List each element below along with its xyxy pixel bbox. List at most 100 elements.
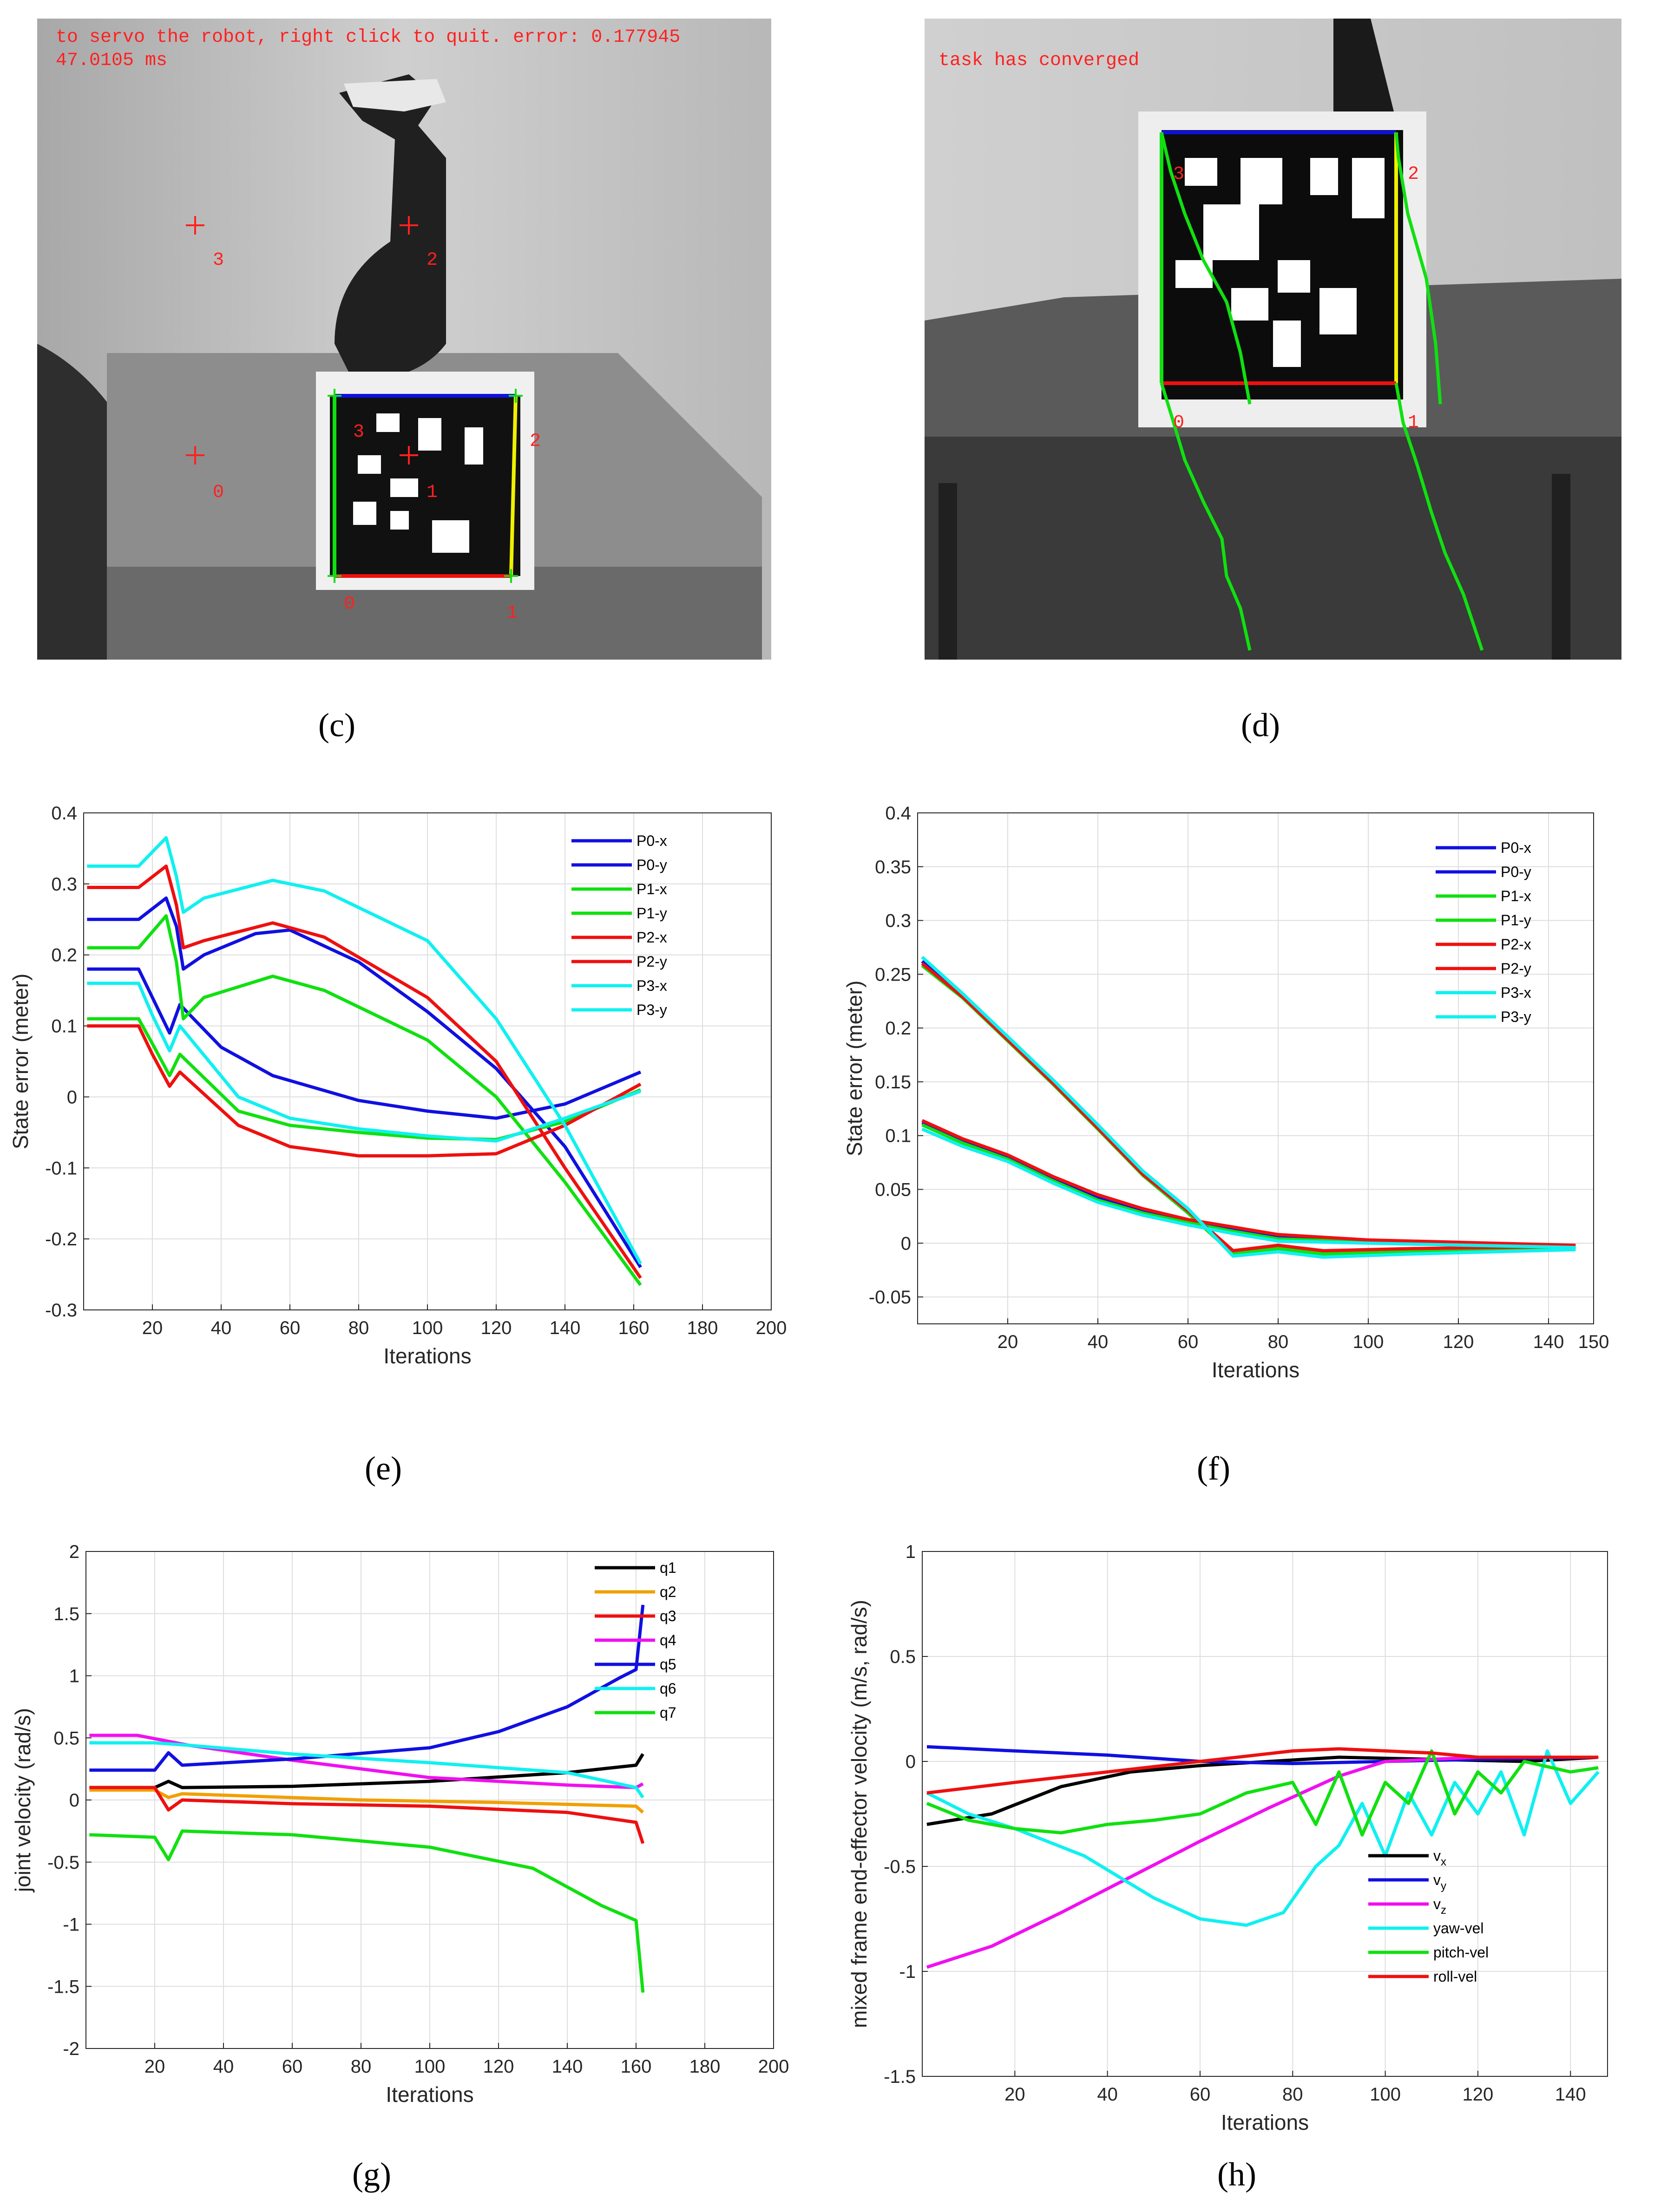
x-tick-label: 40: [213, 2056, 234, 2077]
legend-entry: P1-x: [1501, 888, 1531, 904]
series-line-q4: [89, 1734, 644, 1789]
series-line-P1-y: [921, 1123, 1576, 1248]
camera-image-d: 3 2 0 1 task has converged: [925, 19, 1621, 660]
scene-d: 3 2 0 1 task has converged: [925, 19, 1621, 660]
plot-area: [922, 1551, 1608, 2076]
camera-image-c: 3 2 0 3 1 2 0 1 to servo the robot, righ…: [37, 19, 771, 660]
point-label: 3: [1173, 164, 1184, 185]
x-tick-label: 140: [1555, 2084, 1586, 2105]
series-line-q5: [89, 1604, 645, 1772]
series-line-P2-x: [921, 962, 1576, 1252]
x-tick-label: 60: [282, 2056, 303, 2077]
y-tick-label: -1: [63, 1915, 79, 1935]
y-tick-label: 2: [69, 1542, 79, 1562]
x-tick-label: 160: [618, 1318, 650, 1338]
y-tick-label: 0.1: [51, 1016, 77, 1037]
point-label: 2: [1408, 164, 1419, 185]
series-line-P2-x: [87, 864, 642, 1279]
x-tick-label: 60: [1190, 2084, 1211, 2105]
x-tick-label: 80: [1282, 2084, 1303, 2105]
legend-entry: P0-y: [637, 857, 667, 873]
legend-entry: q4: [660, 1632, 676, 1649]
legend-entry: q3: [660, 1608, 676, 1624]
x-tick-label: 140: [550, 1318, 581, 1338]
legend-entry: roll-vel: [1433, 1968, 1477, 1985]
caption-f: (f): [1197, 1450, 1230, 1487]
x-tick-label: 100: [412, 1318, 443, 1338]
legend: q1 q2 q3 q4 q5 q6 q7: [595, 1559, 676, 1721]
x-tick-label: 20: [144, 2056, 165, 2077]
series-line-P3-y: [921, 955, 1576, 1259]
y-axis-label: State error (meter): [8, 974, 33, 1149]
legend-entry: P2-x: [1501, 936, 1531, 953]
series-line-vy: [926, 1745, 1599, 1765]
y-tick-label: 0.2: [885, 1018, 911, 1039]
x-tick-label: 100: [1370, 2084, 1401, 2105]
point-label: 1: [427, 482, 438, 503]
x-axis-label: Iterations: [383, 1344, 471, 1368]
x-tick-label: 150: [1578, 1332, 1609, 1352]
legend-subscript: x: [1441, 1856, 1446, 1868]
caption-g: (g): [352, 2156, 391, 2193]
legend: P0-x P0-y P1-x P1-y P2-x P2-y P3-x P3-y: [1436, 839, 1531, 1025]
series-line-P1-x: [87, 914, 642, 1286]
chart-panel-f: 20 40 60 80 100 120 140 150 -0.05 0 0.05 0.1 0.15 0.2…: [822, 790, 1654, 1398]
series-line-q6: [89, 1741, 644, 1799]
chart-panel-g: 20 40 60 80 100 120 140 160 180 200 -2 -1.5 -1 -0.5 0 0…: [0, 1533, 799, 2137]
y-tick-label: 0.5: [890, 1647, 916, 1667]
x-tick-label: 20: [998, 1332, 1018, 1352]
overlay-status-text: task has converged: [939, 50, 1139, 71]
x-tick-label: 160: [621, 2056, 652, 2077]
x-tick-label: 200: [756, 1318, 787, 1338]
legend-entry: P3-y: [1501, 1008, 1531, 1025]
y-tick-label: 1: [69, 1666, 79, 1687]
caption-c: (c): [318, 707, 355, 744]
y-axis-label: State error (meter): [842, 981, 866, 1156]
caption-d: (d): [1241, 707, 1280, 744]
x-tick-label: 80: [348, 1318, 369, 1338]
y-tick-label: -0.3: [45, 1300, 77, 1321]
legend-entry: P0-y: [1501, 864, 1531, 880]
plot-frame: [917, 812, 1594, 1324]
y-tick-label: 0.3: [885, 911, 911, 931]
bottle-top: [1333, 19, 1394, 111]
legend-entry: q7: [660, 1704, 676, 1721]
legend-entry: P3-x: [1501, 984, 1531, 1001]
y-tick-label: -0.1: [45, 1158, 77, 1178]
x-tick-label: 120: [1443, 1332, 1474, 1352]
x-tick-label: 40: [211, 1318, 232, 1338]
series-line-pitch-vel: [926, 1749, 1599, 1837]
y-tick-label: 0.4: [885, 803, 911, 824]
x-tick-label: 80: [1268, 1332, 1289, 1352]
legend-entry: q2: [660, 1584, 676, 1600]
y-tick-label: -0.2: [45, 1229, 77, 1250]
point-label: 0: [213, 482, 224, 503]
legend-entry: q1: [660, 1559, 676, 1576]
point-label: 2: [427, 250, 438, 271]
feature-crosses: [186, 216, 418, 465]
x-tick-label: 200: [758, 2056, 789, 2077]
point-label: 0: [344, 594, 355, 615]
point-label: 2: [530, 431, 541, 452]
x-tick-label: 120: [481, 1318, 512, 1338]
x-axis-label: Iterations: [1212, 1358, 1300, 1382]
x-tick-label: 80: [351, 2056, 372, 2077]
x-tick-label: 120: [1463, 2084, 1494, 2105]
x-tick-label: 100: [414, 2056, 446, 2077]
chart-g: 20 40 60 80 100 120 140 160 180 200 -2 -1.5 -1 -0.5 0 0…: [11, 1542, 789, 2107]
legend-entry: P2-y: [637, 953, 667, 970]
y-tick-label: -2: [63, 2039, 79, 2059]
chart-panel-h: 20 40 60 80 100 120 140 -1.5 -1 -0.5 0 0.5 1 Iteratio…: [822, 1533, 1654, 2137]
x-axis-label: Iterations: [386, 2082, 473, 2107]
legend-entry: P3-y: [637, 1001, 667, 1018]
spray-bottle: [335, 74, 446, 381]
legend-entry: P1-x: [637, 881, 667, 897]
legend-entry: P1-y: [637, 905, 667, 922]
y-tick-label: -1.5: [47, 1976, 79, 1997]
x-tick-label: 120: [483, 2056, 514, 2077]
x-tick-label: 40: [1097, 2084, 1118, 2105]
y-tick-label: -1.5: [884, 2067, 916, 2087]
legend-entry: P3-x: [637, 977, 667, 994]
legend-entry: P1-y: [1501, 912, 1531, 929]
y-tick-label: 0.4: [51, 803, 77, 824]
